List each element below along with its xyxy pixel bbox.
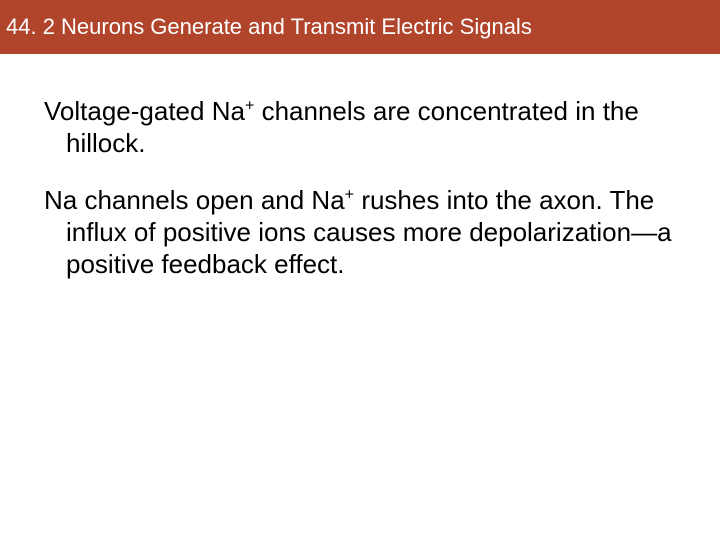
body-paragraph-1: Voltage-gated Na+ channels are concentra…: [44, 96, 676, 159]
slide-body: Voltage-gated Na+ channels are concentra…: [0, 54, 720, 281]
slide-header: 44. 2 Neurons Generate and Transmit Elec…: [0, 0, 720, 54]
body-paragraph-2: Na channels open and Na+ rushes into the…: [44, 185, 676, 280]
slide-header-title: 44. 2 Neurons Generate and Transmit Elec…: [6, 14, 532, 40]
body-paragraph-2-text: Na channels open and Na+ rushes into the…: [44, 185, 676, 280]
body-paragraph-1-text: Voltage-gated Na+ channels are concentra…: [44, 96, 676, 159]
